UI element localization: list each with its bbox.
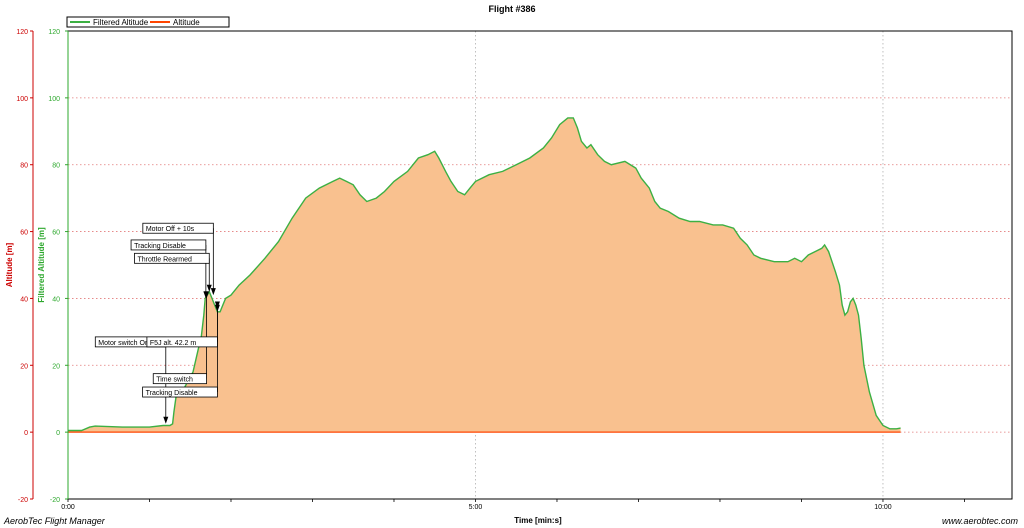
x-tick-label: 10:00 <box>874 504 892 511</box>
y-tick-label-right: 40 <box>52 296 60 303</box>
annotation-arrow <box>214 304 220 312</box>
y-tick-label-left: 120 <box>16 29 28 36</box>
y-tick-label-right: -20 <box>50 497 60 504</box>
annotation-arrow <box>210 288 216 296</box>
annotation-label: F5J alt. 42.2 m <box>150 340 196 347</box>
annotation-arrow <box>206 284 212 292</box>
footer-app-name: AerobTec Flight Manager <box>4 516 105 526</box>
y-tick-label-right: 0 <box>56 430 60 437</box>
annotation-arrow <box>204 291 210 299</box>
annotation-box <box>134 252 210 264</box>
y-tick-label-right: 60 <box>52 230 60 237</box>
x-tick-label: 5:00 <box>469 504 483 511</box>
annotation-box <box>130 239 207 251</box>
y-tick-label-left: 40 <box>20 296 28 303</box>
annotation-label: Throttle Rearmed <box>137 256 192 263</box>
filtered-altitude-area <box>68 117 901 433</box>
annotation-label: Motor switch On <box>98 340 149 347</box>
y-tick-label-right: 120 <box>48 29 60 36</box>
legend-box <box>66 16 230 28</box>
annotation-arrow <box>163 416 169 424</box>
y-tick-label-left: 60 <box>20 230 28 237</box>
legend-label-filtered: Filtered Altitude <box>93 18 149 27</box>
x-axis-label: Time [min:s] <box>514 516 562 525</box>
legend: Filtered Altitude Altitude <box>66 16 230 28</box>
y-tick-label-right: 100 <box>48 96 60 103</box>
chart-title: Flight #386 <box>488 4 535 14</box>
y-axis-label-right: Filtered Altitude [m] <box>37 227 46 303</box>
y-tick-label-right: 80 <box>52 163 60 170</box>
y-tick-label-right: 20 <box>52 363 60 370</box>
y-tick-label-left: -20 <box>18 497 28 504</box>
annotation-box <box>142 222 214 234</box>
legend-label-altitude: Altitude <box>173 18 200 27</box>
annotation-label: Tracking Disable <box>134 243 186 250</box>
x-tick-label: 0:00 <box>61 504 75 511</box>
footer-website: www.aerobtec.com <box>941 516 1018 526</box>
annotation-label: Tracking Disable <box>146 390 198 397</box>
y-tick-label-left: 20 <box>20 363 28 370</box>
tick-labels: -20 -20 0 0 20 20 40 40 60 60 80 80 100 100 120 120 0:00… <box>16 29 892 511</box>
annotation-label: Time switch <box>156 377 193 384</box>
y-axis-label-left: Altitude [m] <box>5 242 14 287</box>
annotation-box <box>142 386 218 398</box>
y-tick-label-left: 100 <box>16 96 28 103</box>
area-layer <box>68 117 901 433</box>
y-tick-label-left: 80 <box>20 163 28 170</box>
axes <box>30 30 1013 502</box>
y-tick-label-left: 0 <box>24 430 28 437</box>
filtered-altitude-line <box>68 117 901 432</box>
annotation-label: Motor Off + 10s <box>146 226 195 233</box>
annotations: Motor switch On Tracking Disable Throttle … <box>94 222 220 424</box>
annotation-box <box>152 373 207 385</box>
